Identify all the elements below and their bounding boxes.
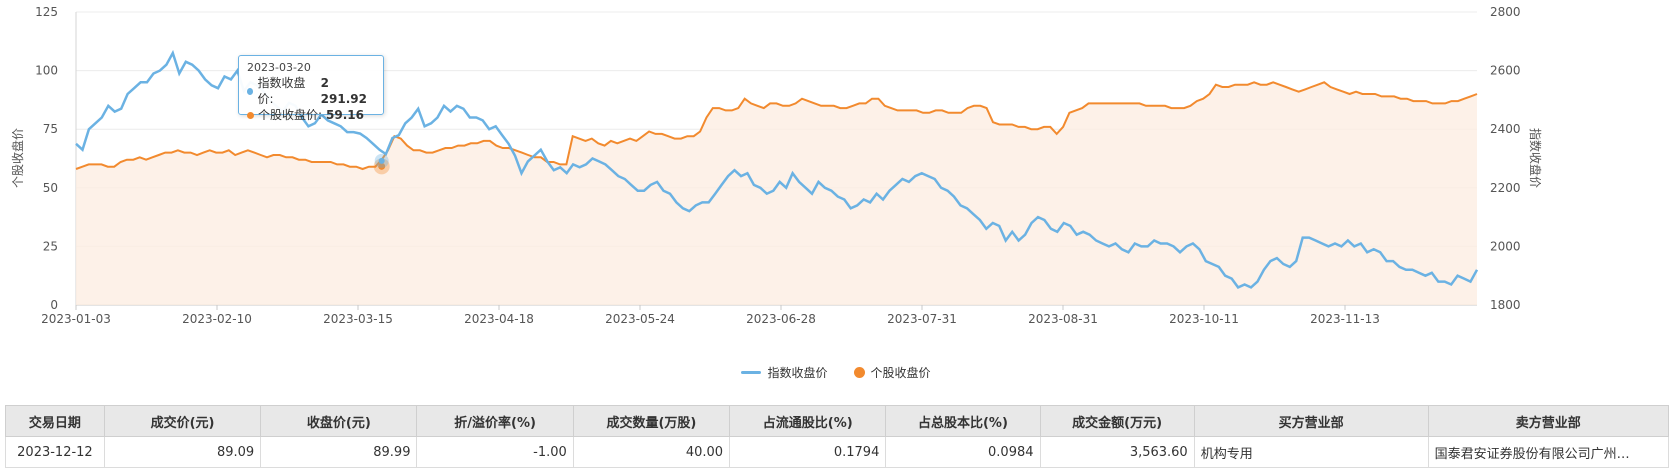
col-header-total-ratio[interactable]: 占总股本比(%) [885,405,1041,437]
col-header-buyer[interactable]: 买方营业部 [1193,405,1429,437]
legend-item-index[interactable]: 指数收盘价 [741,364,828,381]
cell-amount: 3,563.60 [1039,436,1195,468]
x-tick-label: 2023-08-31 [1028,312,1098,326]
right-tick-label: 2000 [1490,239,1521,253]
cell-trade-price: 89.09 [103,436,262,468]
col-header-float-ratio[interactable]: 占流通股比(%) [729,405,887,437]
chart-tooltip: 2023-03-20 指数收盘价: 2 291.92 个股收盘价: 59.16 [238,55,384,122]
tooltip-stock-dot-icon [247,111,254,119]
x-tick-label: 2023-11-13 [1310,312,1380,326]
col-header-trade-date[interactable]: 交易日期 [5,405,105,437]
x-tick-label: 2023-01-03 [41,312,111,326]
tooltip-index-label: 指数收盘价: [257,76,306,106]
cell-trade-date: 2023-12-12 [5,436,105,468]
x-tick-label: 2023-07-31 [887,312,957,326]
block-trade-table: 交易日期 成交价(元) 收盘价(元) 折/溢价率(%) 成交数量(万股) 占流通… [5,405,1670,468]
legend-label-stock: 个股收盘价 [870,366,931,380]
x-tick-label: 2023-03-15 [323,312,393,326]
left-tick-label: 100 [35,64,58,78]
left-tick-label: 0 [50,298,58,312]
col-header-close-price[interactable]: 收盘价(元) [260,405,418,437]
col-header-volume[interactable]: 成交数量(万股) [572,405,731,437]
left-tick-label: 125 [35,5,58,19]
chart-area: 0 25 50 75 100 125 1800 2000 2200 2400 2600 2800 个股收… [0,5,1672,381]
index-highlight-point [378,157,385,164]
right-tick-label: 2600 [1490,64,1521,78]
col-header-seller[interactable]: 卖方营业部 [1427,405,1670,437]
left-axis-title: 个股收盘价 [10,128,25,188]
legend-line-marker-icon [741,371,762,374]
cell-float-ratio: 0.1794 [729,436,887,468]
col-header-amount[interactable]: 成交金额(万元) [1039,405,1195,437]
right-axis-title: 指数收盘价 [1528,128,1543,188]
tooltip-index-dot-icon [247,87,254,95]
tooltip-row-index: 指数收盘价: 2 291.92 [247,75,375,107]
cell-premium-rate: -1.00 [416,436,574,468]
legend-item-stock[interactable]: 个股收盘价 [853,364,931,381]
col-header-trade-price[interactable]: 成交价(元) [103,405,262,437]
table-row: 2023-12-12 89.09 89.99 -1.00 40.00 0.179… [5,436,1670,468]
stock-series-line [75,81,1478,171]
left-tick-label: 75 [43,122,58,136]
stock-area-fill [76,82,1477,305]
cell-close-price: 89.99 [260,436,418,468]
right-tick-label: 1800 [1490,298,1521,312]
x-tick-label: 2023-10-11 [1169,312,1239,326]
chart-legend: 指数收盘价 个股收盘价 [0,364,1672,381]
cell-buyer: 机构专用 [1193,436,1429,468]
tooltip-date: 2023-03-20 [247,61,311,74]
legend-dot-marker-icon [853,367,865,378]
tooltip-row-stock: 个股收盘价: 59.16 [247,107,375,123]
tooltip-stock-label: 个股收盘价: [258,108,323,122]
x-tick-label: 2023-04-18 [464,312,534,326]
x-tick-label: 2023-02-10 [182,312,252,326]
legend-label-index: 指数收盘价 [767,366,828,380]
cell-total-ratio: 0.0984 [885,436,1041,468]
left-tick-label: 25 [43,239,58,253]
cell-seller[interactable]: 国泰君安证券股份有限公司广州… [1427,436,1670,468]
tooltip-stock-value: 59.16 [326,108,365,122]
stock-highlight-point [378,162,386,170]
right-tick-label: 2200 [1490,181,1521,195]
right-tick-label: 2400 [1490,122,1521,136]
x-tick-label: 2023-05-24 [605,312,675,326]
cell-volume: 40.00 [572,436,731,468]
index-series-line [75,49,1479,289]
x-tick-label: 2023-06-28 [746,312,816,326]
left-tick-label: 50 [43,181,58,195]
col-header-premium-rate[interactable]: 折/溢价率(%) [416,405,574,437]
tooltip-index-value: 2 291.92 [320,76,367,106]
price-line-chart: 0 25 50 75 100 125 1800 2000 2200 2400 2600 2800 个股收… [10,5,1543,326]
table-header-row: 交易日期 成交价(元) 收盘价(元) 折/溢价率(%) 成交数量(万股) 占流通… [5,405,1670,437]
right-tick-label: 2800 [1490,5,1521,19]
